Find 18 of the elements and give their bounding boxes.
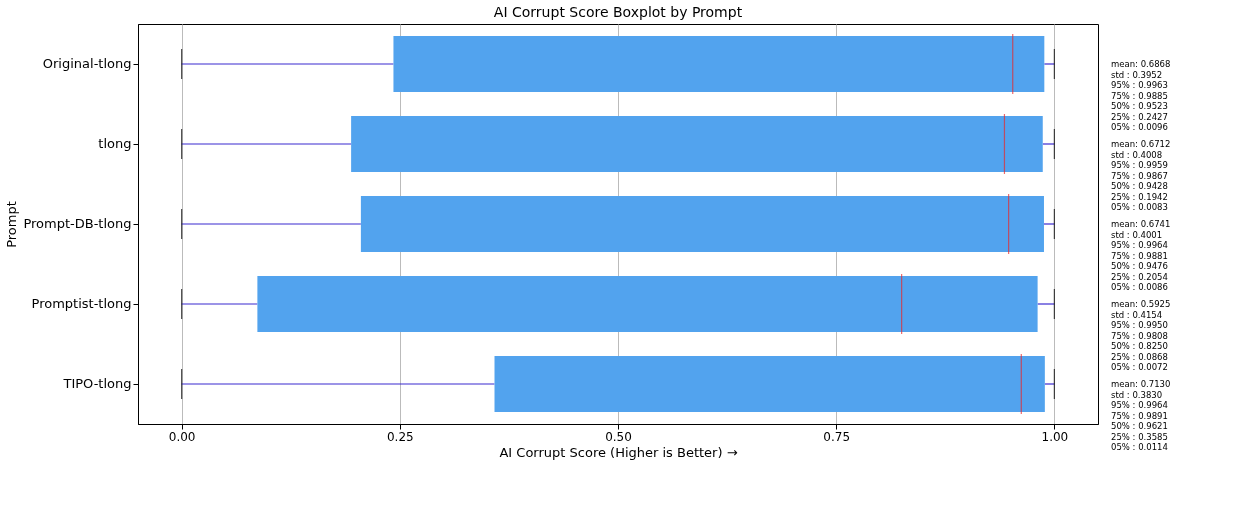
text: mean: 0.6868 std : 0.3952 95% : 0.9963 75% : 0.9885 50% : 0.9523 25% : 0.2427 05% : 0.0096: [1111, 59, 1171, 132]
y-tick-label: TIPO-tlong: [62, 376, 132, 391]
x-tick-label: 0.50: [605, 429, 632, 444]
x-tick-label: 0.25: [386, 429, 414, 444]
x-tick-label: 0.00: [168, 429, 196, 444]
x-axis-title: AI Corrupt Score (Higher is Better) →: [499, 444, 738, 460]
y-tick-label: Prompt-DB-tlong: [23, 216, 132, 231]
text: mean: 0.6741 std : 0.4001 95% : 0.9964 75% : 0.9881 50% : 0.9476 25% : 0.2054 05% : 0.0086: [1111, 219, 1171, 292]
text: mean: 0.7130 std : 0.3830 95% : 0.9964 75% : 0.9891 50% : 0.9621 25% : 0.3585 05% : 0.0114: [1111, 379, 1171, 452]
text: mean: 0.6712 std : 0.4008 95% : 0.9959 75% : 0.9867 50% : 0.9428 25% : 0.1942 05% : 0.0083: [1111, 139, 1171, 212]
chart-title: AI Corrupt Score Boxplot by Prompt: [493, 4, 743, 20]
text: mean: 0.5925 std : 0.4154 95% : 0.9950 75% : 0.9808 50% : 0.8250 25% : 0.0868 05% : 0.0072: [1111, 299, 1171, 372]
y-tick-label: tlong: [98, 136, 132, 151]
y-tick-label: Promptist-tlong: [31, 296, 132, 311]
y-tick-label: Original-tlong: [42, 56, 132, 71]
x-tick-label: 0.75: [823, 429, 851, 444]
x-tick-label: 1.00: [1041, 429, 1069, 444]
y-axis-title: Prompt: [4, 201, 20, 248]
